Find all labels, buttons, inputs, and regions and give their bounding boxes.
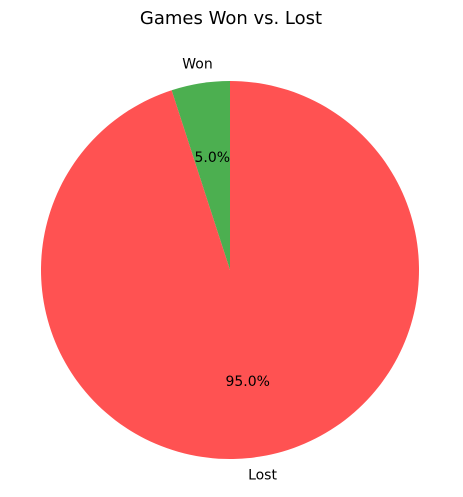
pie-slice-won — [171, 81, 230, 270]
pie-labels: Won 5.0% Lost 95.0% — [182, 57, 277, 484]
pie-slices — [40, 81, 420, 460]
chart-title: Games Won vs. Lost — [140, 8, 322, 29]
pie-slice-lost — [40, 81, 420, 460]
percent-label-won: 5.0% — [194, 150, 230, 166]
slice-label-won: Won — [182, 57, 212, 73]
percent-label-lost: 95.0% — [225, 374, 269, 390]
slice-label-lost: Lost — [248, 467, 277, 483]
